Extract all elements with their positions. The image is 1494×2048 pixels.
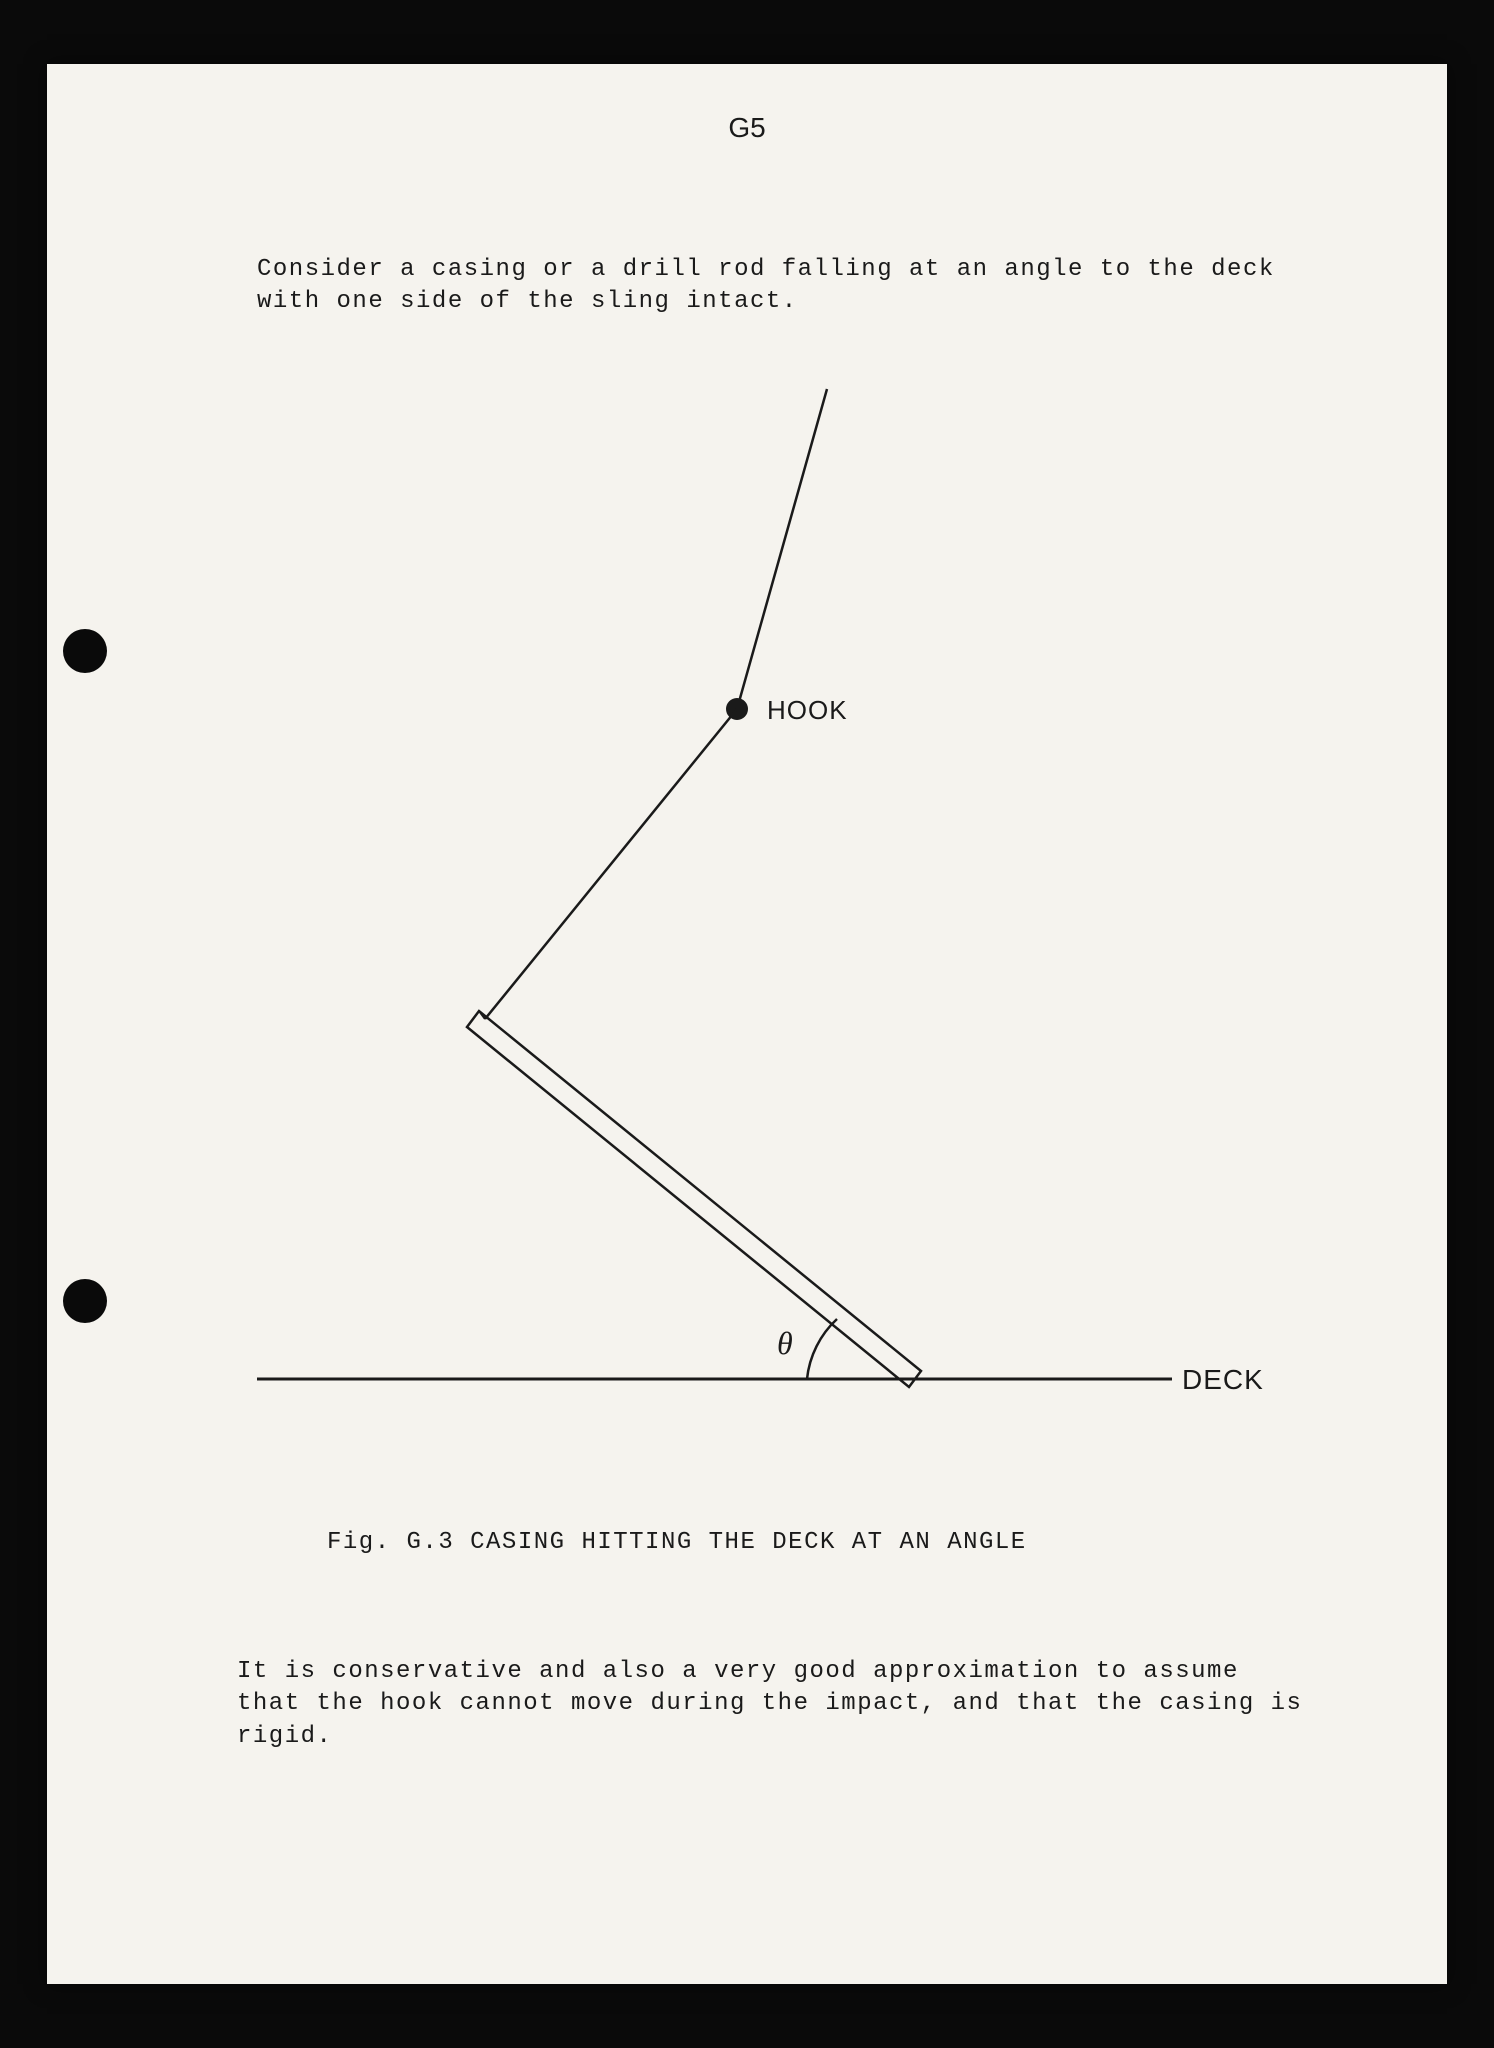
theta-label: θ bbox=[777, 1325, 793, 1361]
casing-rod bbox=[467, 1011, 921, 1387]
deck-label: DECK bbox=[1182, 1364, 1264, 1395]
hook-label: HOOK bbox=[767, 695, 848, 725]
figure-caption: Fig. G.3 CASING HITTING THE DECK AT AN A… bbox=[327, 1529, 1307, 1556]
body-paragraph: It is conservative and also a very good … bbox=[237, 1656, 1307, 1753]
punch-hole bbox=[63, 629, 107, 673]
intro-paragraph: Consider a casing or a drill rod falling… bbox=[257, 254, 1307, 319]
crane-line-upper bbox=[737, 389, 827, 709]
angle-arc bbox=[807, 1319, 837, 1379]
document-page: G5 Consider a casing or a drill rod fall… bbox=[47, 64, 1447, 1984]
diagram-container: HOOK DECK θ bbox=[187, 359, 1307, 1509]
page-number: G5 bbox=[728, 112, 765, 144]
punch-hole bbox=[63, 1279, 107, 1323]
casing-diagram-svg: HOOK DECK θ bbox=[187, 359, 1307, 1509]
sling-line bbox=[485, 709, 737, 1019]
